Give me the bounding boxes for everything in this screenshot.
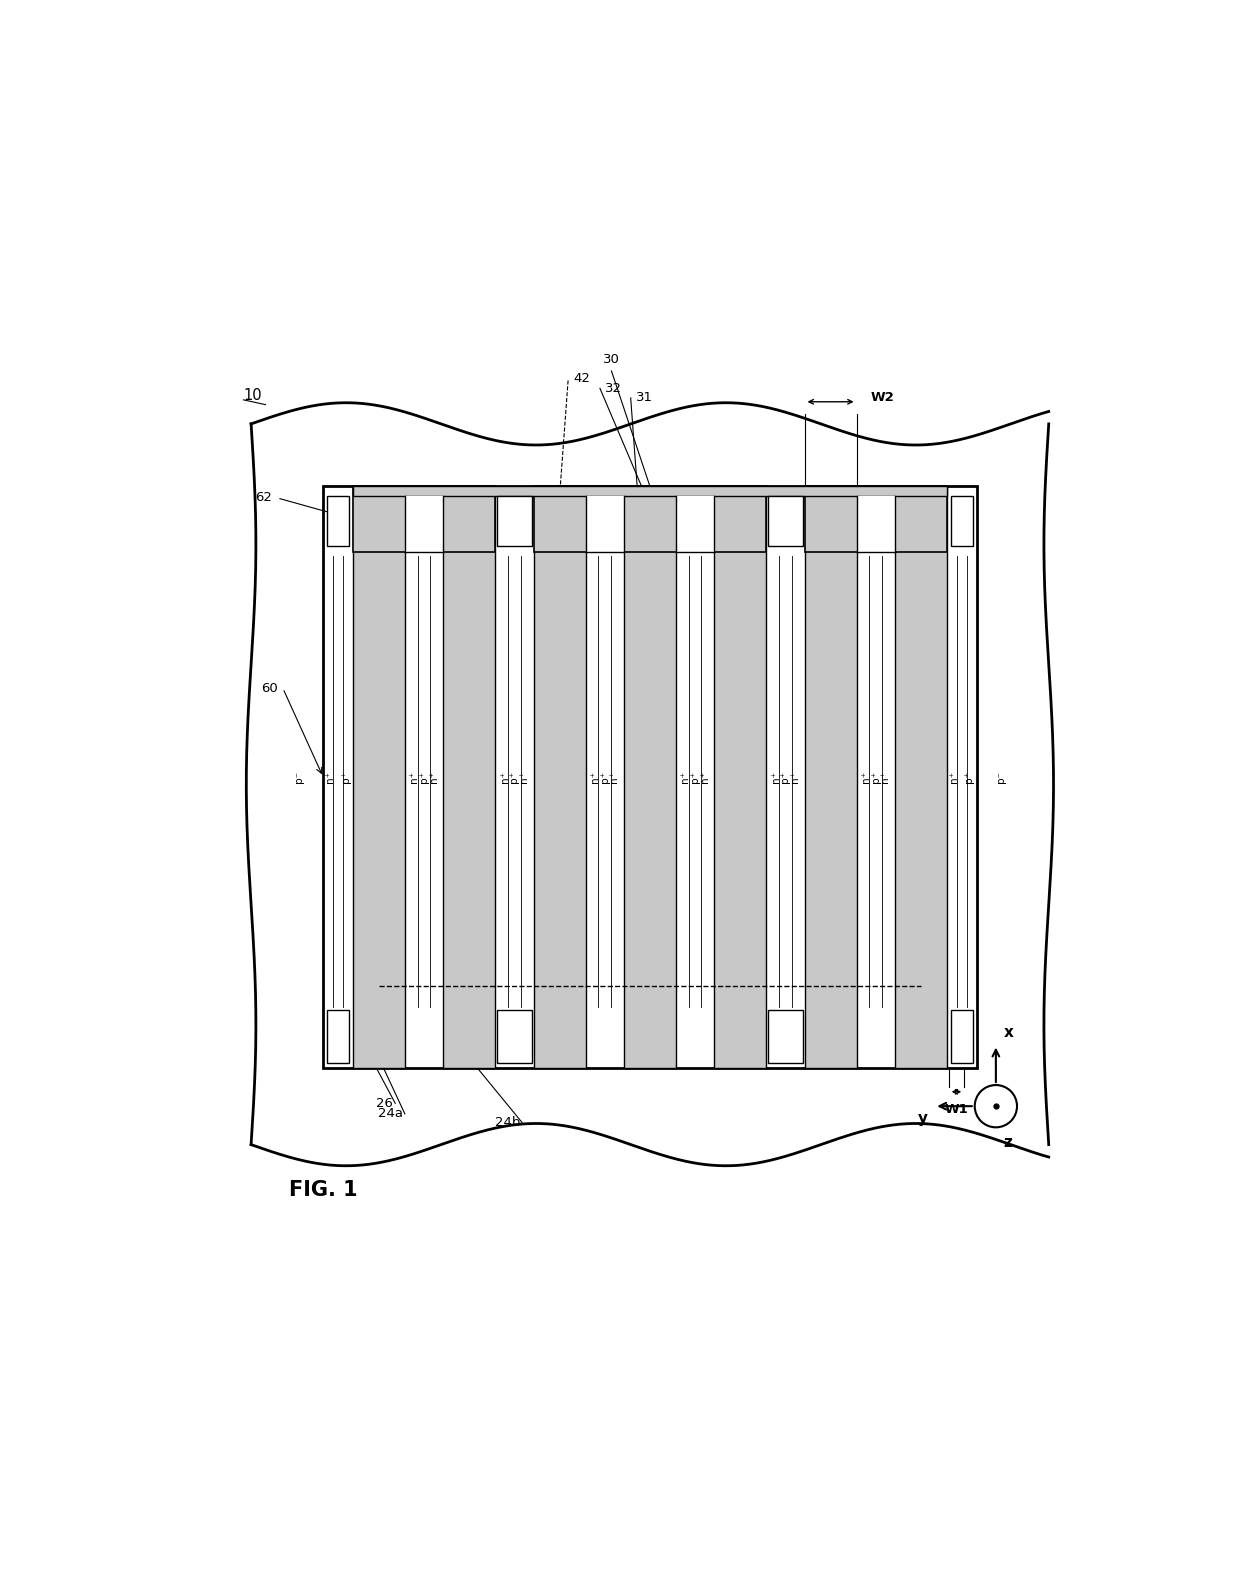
Text: p⁻: p⁻ <box>996 770 1006 783</box>
Bar <box>951 1011 973 1063</box>
Text: n⁺: n⁺ <box>590 770 600 783</box>
Text: p⁺: p⁺ <box>341 770 351 783</box>
Bar <box>805 486 947 552</box>
Bar <box>497 1011 532 1063</box>
Text: 24b: 24b <box>495 1116 521 1129</box>
Text: 32: 32 <box>605 382 621 395</box>
Text: p⁺: p⁺ <box>691 770 701 783</box>
Text: n⁺: n⁺ <box>790 770 800 783</box>
Text: n⁺: n⁺ <box>949 770 959 783</box>
Bar <box>353 486 404 1067</box>
Text: 42: 42 <box>573 373 590 385</box>
Text: n⁺: n⁺ <box>699 770 709 783</box>
Bar <box>768 1011 802 1063</box>
Text: n⁺: n⁺ <box>880 770 890 783</box>
Bar <box>714 486 766 1067</box>
Bar <box>895 486 947 1067</box>
Text: n⁺: n⁺ <box>609 770 619 783</box>
Text: n⁺: n⁺ <box>429 770 439 783</box>
Bar <box>585 495 624 552</box>
Text: p⁺: p⁺ <box>419 770 429 783</box>
Bar <box>624 486 676 1067</box>
Text: y: y <box>918 1111 928 1126</box>
Text: 10: 10 <box>243 388 262 402</box>
Text: n⁺: n⁺ <box>520 770 529 783</box>
Bar <box>327 1011 350 1063</box>
Text: z: z <box>1003 1135 1012 1151</box>
Text: n⁺: n⁺ <box>409 770 419 783</box>
Text: p⁻: p⁻ <box>294 770 304 783</box>
Text: 24a: 24a <box>378 1107 403 1121</box>
Text: n⁺: n⁺ <box>325 770 335 783</box>
Text: FIG. 1: FIG. 1 <box>289 1181 357 1199</box>
Text: n⁺: n⁺ <box>500 770 510 783</box>
Bar <box>768 495 802 545</box>
Bar <box>497 495 532 545</box>
Text: x: x <box>1003 1025 1013 1039</box>
Bar <box>404 495 444 552</box>
Text: p⁺: p⁺ <box>510 770 520 783</box>
Text: 30: 30 <box>603 354 620 366</box>
Text: 62: 62 <box>255 492 273 505</box>
Bar <box>353 486 495 552</box>
Text: 26: 26 <box>377 1097 393 1110</box>
Text: II: II <box>358 990 366 1005</box>
Text: p⁺: p⁺ <box>600 770 610 783</box>
Bar <box>951 495 973 545</box>
Bar <box>324 486 977 1067</box>
Text: 31: 31 <box>635 391 652 404</box>
Text: n⁺: n⁺ <box>861 770 872 783</box>
Text: 60: 60 <box>262 682 278 695</box>
Bar <box>533 486 585 1067</box>
Bar <box>353 486 947 495</box>
Bar <box>857 495 895 552</box>
Text: p⁺: p⁺ <box>780 770 790 783</box>
Text: n⁺: n⁺ <box>681 770 691 783</box>
Text: W1: W1 <box>945 1104 968 1116</box>
Text: n⁺: n⁺ <box>771 770 781 783</box>
Text: W2: W2 <box>870 391 895 404</box>
Bar <box>327 495 350 545</box>
Text: II: II <box>935 990 942 1005</box>
Bar <box>533 486 766 552</box>
Bar <box>676 495 714 552</box>
Text: p⁺: p⁺ <box>870 770 880 783</box>
Bar <box>444 486 495 1067</box>
Text: p⁺: p⁺ <box>965 770 975 783</box>
Bar <box>805 486 857 1067</box>
